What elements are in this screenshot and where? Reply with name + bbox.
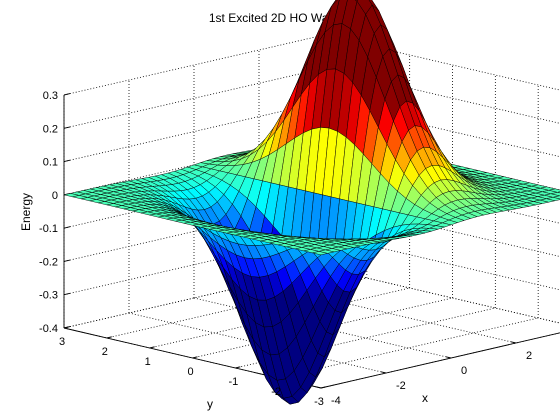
x-tick-mark xyxy=(380,371,387,374)
x-tick-label: -2 xyxy=(396,380,406,392)
grid-line xyxy=(193,297,452,359)
chart-title: 1st Excited 2D HO Wavefn xyxy=(209,11,351,25)
grid-line xyxy=(323,34,560,91)
x-tick-label: -4 xyxy=(331,395,341,407)
z-axis-label: Energy xyxy=(19,193,33,231)
z-tick-mark xyxy=(63,126,71,129)
y-tick-mark xyxy=(63,326,70,329)
y-tick-mark xyxy=(106,336,112,339)
x-tick-label: 2 xyxy=(526,350,532,362)
y-tick-mark xyxy=(320,386,327,389)
y-tick-label: 3 xyxy=(59,336,65,348)
x-tick-label: 0 xyxy=(461,365,467,377)
y-tick-mark xyxy=(192,356,198,359)
grid-line xyxy=(63,34,325,96)
grid-line xyxy=(323,201,560,257)
z-tick-label: -0.4 xyxy=(39,323,58,335)
z-tick-label: 0.1 xyxy=(43,157,58,169)
y-tick-labels: 3 2 1 0 -1 -2 -3 xyxy=(59,336,324,408)
z-tick-label: 0.3 xyxy=(43,90,58,102)
x-tick-mark xyxy=(510,341,517,344)
y-tick-mark xyxy=(235,366,241,369)
grid-line xyxy=(258,282,517,344)
y-tick-label: -2 xyxy=(271,386,281,398)
z-tick-label: -0.1 xyxy=(39,223,58,235)
grid-line xyxy=(323,67,560,124)
grid-line xyxy=(149,287,410,349)
z-tick-mark xyxy=(63,226,71,229)
z-tick-mark xyxy=(63,259,71,262)
grid-line xyxy=(63,101,325,162)
grid-line xyxy=(323,234,560,291)
grid-line xyxy=(63,67,325,129)
y-tick-label: 2 xyxy=(102,346,108,358)
grid-line xyxy=(323,101,560,158)
surface-facet xyxy=(312,251,328,256)
grid-line xyxy=(192,297,453,359)
x-tick-mark xyxy=(315,386,322,389)
y-tick-label: -3 xyxy=(314,396,324,408)
y-axis-label: y xyxy=(207,397,213,411)
x-tick-mark xyxy=(445,356,452,359)
y-tick-label: 0 xyxy=(187,366,193,378)
grid-line xyxy=(235,307,496,369)
grid-line xyxy=(320,332,560,389)
x-tick-labels: -4-2024 xyxy=(331,350,532,407)
z-tick-label: -0.2 xyxy=(39,256,58,268)
x-axis-label: x xyxy=(422,391,428,405)
y-tick-label: 1 xyxy=(145,356,151,368)
z-tick-label: 0 xyxy=(52,190,58,202)
grid-line xyxy=(323,267,560,324)
z-tick-mark xyxy=(63,292,71,296)
x-axis-line xyxy=(320,332,560,389)
z-tick-labels: 0.3 0.2 0.1 0 -0.1 -0.2 -0.3 -0.4 xyxy=(39,90,58,335)
z-tick-mark xyxy=(63,159,71,163)
z-tick-label: -0.3 xyxy=(39,290,58,302)
grid-line xyxy=(323,167,560,224)
z-tick-mark xyxy=(63,93,71,96)
surface-mesh xyxy=(63,0,560,405)
y-tick-mark xyxy=(149,346,155,349)
grid-line xyxy=(278,317,539,379)
y-tick-label: -1 xyxy=(228,376,238,388)
z-tick-label: 0.2 xyxy=(43,123,58,135)
